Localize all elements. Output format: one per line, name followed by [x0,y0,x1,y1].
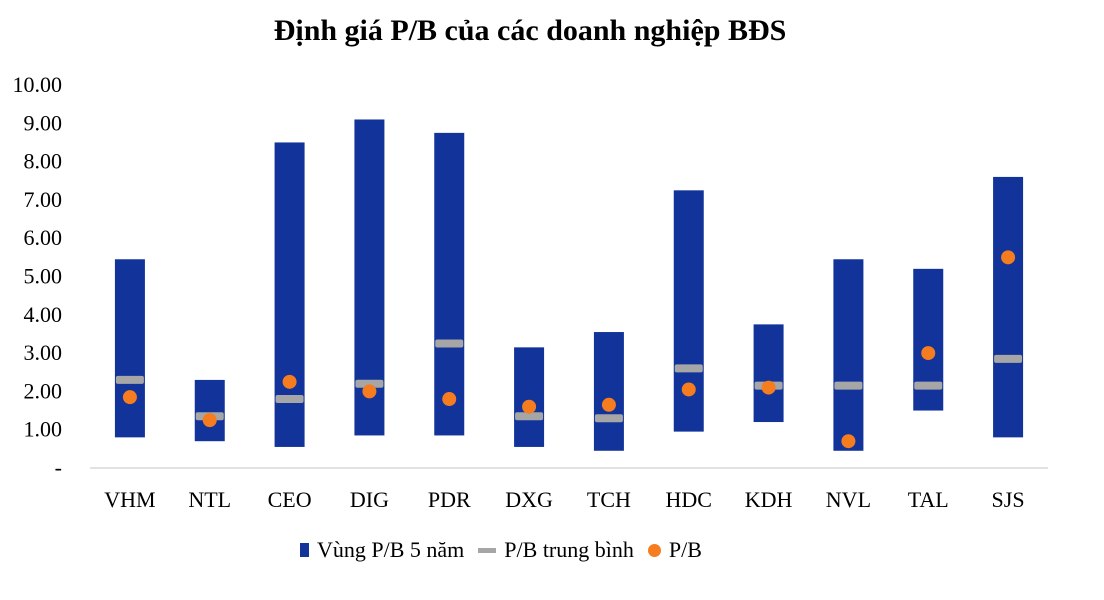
y-axis: - 1.00 2.00 3.00 4.00 5.00 6.00 7.00 8.00 9.00 10.… [13,72,63,480]
legend-swatch-range [300,543,309,557]
pb-dot [761,380,776,395]
pb-dot [202,413,217,428]
pb-dot [442,392,457,407]
x-tick-label: VHM [104,487,155,512]
y-tick-label: 8.00 [24,149,63,174]
range-bars [114,119,1024,451]
x-tick-label: DXG [505,487,553,512]
legend-item-average: P/B trung bình [478,537,634,563]
y-tick-label: 3.00 [24,340,63,365]
average-markers [115,339,1023,423]
legend-item-current: P/B [647,537,702,563]
average-marker [275,395,304,404]
y-tick-label: - [55,455,62,480]
range-bar [194,379,225,442]
average-marker [914,381,943,390]
y-tick-label: 6.00 [24,225,63,250]
pb-dot [921,346,936,361]
y-tick-label: 2.00 [24,378,63,403]
y-tick-label: 4.00 [24,302,63,327]
y-tick-label: 9.00 [24,110,63,135]
average-marker [435,339,464,348]
x-tick-label: TAL [908,487,949,512]
average-marker [834,381,863,390]
y-tick-label: 7.00 [24,187,63,212]
x-tick-label: NVL [826,487,871,512]
pb-dot [362,384,377,399]
x-tick-label: KDH [745,487,793,512]
range-bar [434,132,465,436]
legend-label-current: P/B [668,537,702,562]
range-bar [114,259,145,438]
average-marker [994,354,1023,363]
x-tick-label: HDC [666,487,712,512]
y-tick-label: 1.00 [24,417,63,442]
x-tick-label: CEO [268,487,312,512]
pb-dot [841,434,856,449]
range-bar [753,324,784,423]
average-marker [115,375,144,384]
legend-swatch-average [478,547,497,553]
range-bar [514,347,545,447]
x-axis: VHM NTL CEO DIG PDR DXG TCH HDC KDH NVL TAL SJS [90,467,1048,512]
pb-dot [122,390,137,405]
range-bar [593,332,624,451]
average-marker [594,414,623,423]
x-tick-label: SJS [992,487,1025,512]
range-bar [993,176,1024,438]
x-tick-label: DIG [350,487,389,512]
x-tick-label: NTL [188,487,231,512]
pb-dot [1001,250,1016,265]
legend-swatch-current [647,543,661,557]
chart-title: Định giá P/B của các doanh nghiệp BĐS [273,14,787,47]
pb-dot [681,382,696,397]
range-bar [833,259,864,451]
average-marker [355,379,384,388]
legend-label-range: Vùng P/B 5 năm [317,537,465,562]
x-tick-label: TCH [587,487,631,512]
pb-dot [282,374,297,389]
pb-dot [601,397,616,412]
y-tick-label: 5.00 [24,264,63,289]
average-marker [515,412,544,421]
legend-label-average: P/B trung bình [504,537,634,562]
chart-legend: Vùng P/B 5 năm P/B trung bình P/B [300,537,716,563]
current-pb-dots [122,250,1016,449]
legend-item-range: Vùng P/B 5 năm [300,537,464,563]
average-marker [674,364,703,373]
x-tick-label: PDR [428,487,471,512]
pb-dot [522,399,537,414]
y-tick-label: 10.00 [13,72,63,97]
